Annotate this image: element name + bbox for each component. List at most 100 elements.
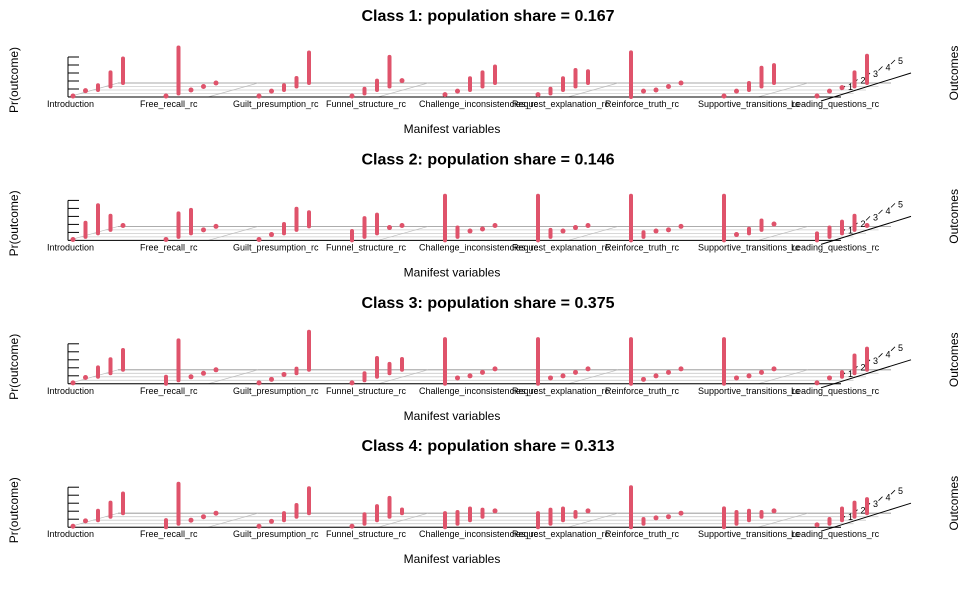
point-mark bbox=[814, 380, 820, 386]
point-mark bbox=[653, 515, 659, 521]
point-mark bbox=[746, 373, 752, 379]
point-mark bbox=[349, 523, 355, 529]
y-axis-label: Pr(outcome) bbox=[7, 334, 21, 400]
z-axis-line bbox=[820, 502, 912, 532]
point-mark bbox=[666, 84, 671, 89]
x-tick-label: Introduction bbox=[47, 242, 94, 252]
z-tick-label: 2 bbox=[861, 76, 866, 86]
depth-grid-line bbox=[377, 369, 429, 385]
point-mark bbox=[653, 373, 659, 379]
point-mark bbox=[814, 93, 820, 99]
x-tick-label: Reinforce_truth_rc bbox=[605, 242, 680, 252]
point-mark bbox=[734, 88, 739, 94]
x-tick-label: Challenge_inconsistencies_rc bbox=[419, 99, 539, 109]
x-tick-label: Guilt_presumption_rc bbox=[233, 529, 319, 539]
depth-grid-line bbox=[757, 82, 809, 98]
point-mark bbox=[492, 222, 498, 228]
point-mark bbox=[573, 369, 578, 375]
point-mark bbox=[349, 380, 355, 386]
x-tick-label: Supportive_transitions_rc bbox=[698, 99, 800, 109]
point-mark bbox=[213, 510, 219, 516]
point-mark bbox=[480, 226, 485, 232]
point-mark bbox=[269, 376, 274, 382]
z-tick-label: 4 bbox=[886, 493, 891, 503]
point-mark bbox=[492, 508, 498, 514]
depth-grid-line bbox=[757, 512, 809, 528]
x-tick-label: Guilt_presumption_rc bbox=[233, 99, 319, 109]
point-mark bbox=[442, 92, 448, 98]
z-axis-label: Outcomes bbox=[947, 189, 961, 244]
point-mark bbox=[641, 88, 646, 94]
point-mark bbox=[349, 93, 355, 99]
chart-panel-1: Class 1: population share = 0.167 Pr(outc… bbox=[7, 8, 961, 136]
z-tick bbox=[890, 489, 896, 495]
z-tick-label: 3 bbox=[873, 212, 878, 222]
point-mark bbox=[759, 369, 764, 375]
point-mark bbox=[387, 225, 392, 231]
point-mark bbox=[734, 232, 739, 238]
point-mark bbox=[188, 87, 194, 93]
point-mark bbox=[467, 373, 473, 379]
x-tick-label: Challenge_inconsistencies_rc bbox=[419, 529, 539, 539]
x-axis-label: Manifest variables bbox=[404, 265, 501, 279]
point-mark bbox=[678, 366, 684, 372]
depth-grid-line bbox=[207, 512, 259, 528]
x-tick-label: Request_explanation_rc bbox=[512, 99, 610, 109]
point-mark bbox=[213, 223, 219, 229]
point-mark bbox=[256, 523, 262, 529]
y-axis-label: Pr(outcome) bbox=[7, 477, 21, 543]
depth-grid-line bbox=[567, 369, 619, 385]
chart-title: Class 2: population share = 0.146 bbox=[362, 151, 615, 168]
x-tick-label: Introduction bbox=[47, 529, 94, 539]
chart-title: Class 1: population share = 0.167 bbox=[362, 8, 615, 25]
z-tick-label: 4 bbox=[886, 63, 891, 73]
chart-panel-4: Class 4: population share = 0.313 Pr(outc… bbox=[7, 438, 961, 566]
z-tick bbox=[878, 496, 883, 501]
point-mark bbox=[201, 514, 206, 520]
point-mark bbox=[83, 518, 88, 524]
point-mark bbox=[201, 227, 206, 233]
x-tick-label: Challenge_inconsistencies_rc bbox=[419, 242, 539, 252]
point-mark bbox=[269, 518, 274, 524]
x-tick-label: Funnel_structure_rc bbox=[326, 242, 407, 252]
point-mark bbox=[70, 523, 76, 529]
chart-title: Class 3: population share = 0.375 bbox=[362, 295, 615, 312]
point-mark bbox=[480, 369, 485, 375]
x-tick-label: Free_recall_rc bbox=[140, 529, 198, 539]
z-tick-label: 5 bbox=[898, 56, 903, 66]
point-mark bbox=[281, 371, 287, 377]
x-tick-label: Leading_questions_rc bbox=[791, 99, 880, 109]
y-axis-label: Pr(outcome) bbox=[7, 190, 21, 256]
point-mark bbox=[535, 92, 541, 98]
point-mark bbox=[256, 93, 262, 99]
depth-grid-line bbox=[757, 369, 809, 385]
point-mark bbox=[641, 376, 646, 382]
depth-grid-line bbox=[377, 82, 429, 98]
z-tick-label: 3 bbox=[873, 69, 878, 79]
x-tick-label: Leading_questions_rc bbox=[791, 242, 880, 252]
x-tick-label: Supportive_transitions_rc bbox=[698, 386, 800, 396]
point-mark bbox=[70, 93, 76, 99]
z-tick-label: 1 bbox=[848, 369, 853, 379]
z-axis-line bbox=[820, 359, 912, 389]
depth-grid-line bbox=[567, 82, 619, 98]
z-tick-label: 1 bbox=[848, 225, 853, 235]
point-mark bbox=[188, 517, 194, 523]
point-mark bbox=[864, 222, 870, 228]
point-mark bbox=[839, 85, 845, 91]
point-mark bbox=[70, 236, 76, 242]
x-tick-label: Reinforce_truth_rc bbox=[605, 386, 680, 396]
z-tick-label: 2 bbox=[861, 362, 866, 372]
point-mark bbox=[256, 236, 262, 242]
x-tick-label: Funnel_structure_rc bbox=[326, 99, 407, 109]
point-mark bbox=[399, 222, 405, 228]
y-axis-label: Pr(outcome) bbox=[7, 47, 21, 113]
x-tick-label: Challenge_inconsistencies_rc bbox=[419, 386, 539, 396]
z-tick-label: 5 bbox=[898, 343, 903, 353]
point-mark bbox=[585, 366, 591, 372]
point-mark bbox=[666, 227, 671, 233]
point-mark bbox=[734, 375, 739, 381]
x-tick-label: Reinforce_truth_rc bbox=[605, 99, 680, 109]
z-axis-label: Outcomes bbox=[947, 332, 961, 387]
